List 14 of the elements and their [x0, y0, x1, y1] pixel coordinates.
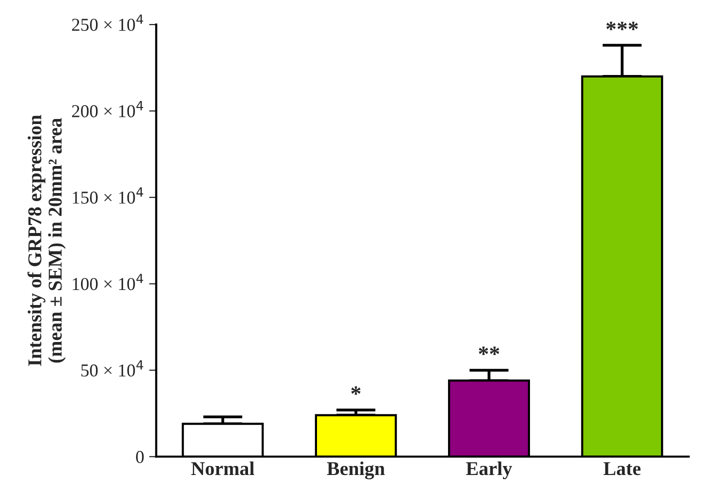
x-tick-label: Late [604, 462, 641, 476]
y-tick-label: 250 × 10$^{4}$ [72, 14, 144, 31]
x-tick-label: Early [466, 461, 512, 480]
x-tick-label: Normal [191, 461, 254, 476]
y-tick-label: 50 × 10$^{4}$ [81, 360, 144, 377]
y-tick-label: 150 × 10$^{4}$ [72, 187, 144, 204]
y-axis-title: Intensity of GRP78 expression (mean ± SEM) in 20mm² area [27, 114, 66, 366]
y-tick-label: 0 [136, 450, 144, 464]
y-tick-label: 200 × 10$^{4}$ [72, 101, 144, 118]
annotation: * [351, 386, 361, 395]
annotation: ** [478, 346, 500, 356]
x-tick-label: Benign [327, 461, 385, 480]
y-tick-label: 100 × 10$^{4}$ [72, 274, 144, 290]
annotation: *** [606, 22, 638, 30]
